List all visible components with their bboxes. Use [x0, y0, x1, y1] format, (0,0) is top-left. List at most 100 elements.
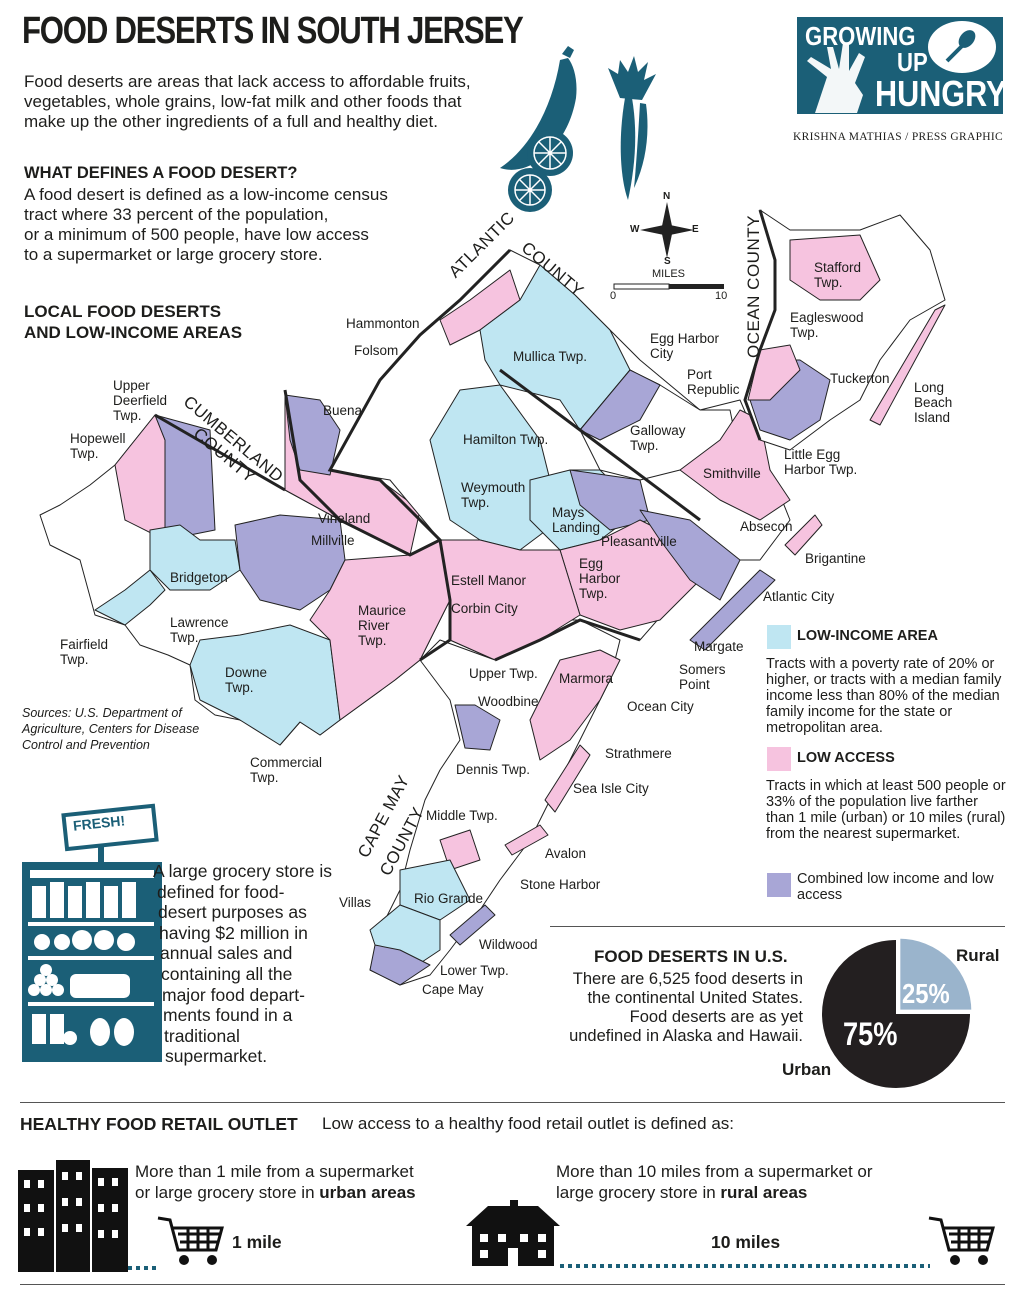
label-mays-landing: Mays Landing — [552, 505, 601, 535]
brigantine-island — [784, 514, 823, 556]
label-avalon: Avalon — [545, 846, 587, 861]
long-beach-island — [869, 304, 946, 426]
us-food-desert-pie — [822, 938, 972, 1088]
lower-twp-combined — [369, 944, 431, 986]
label-mullica: Mullica Twp. — [513, 349, 588, 364]
produce-illustration — [500, 46, 656, 212]
label-stone-harbor: Stone Harbor — [520, 877, 601, 892]
label-rio-grande: Rio Grande — [414, 891, 484, 906]
county-boundaries — [154, 209, 777, 662]
label-middle-twp: Middle Twp. — [426, 808, 498, 823]
city-buildings-icon — [18, 1160, 128, 1272]
label-cape-may: Cape May — [422, 982, 484, 997]
pie-slice-urban — [822, 940, 970, 1088]
compass-e: E — [692, 224, 699, 235]
atlantic-city-island — [689, 569, 776, 651]
galloway-combined — [579, 369, 661, 441]
label-pleasantville: Pleasantville — [601, 534, 677, 549]
definition-text: A food desert is defined as a low-income… — [24, 185, 388, 264]
carrot-icon — [620, 98, 636, 200]
sea-isle-strip — [544, 744, 591, 813]
legend-low-access-swatch — [767, 747, 791, 771]
label-long-beach: Long Beach Island — [914, 380, 953, 425]
vineland-combined — [284, 394, 341, 476]
us-title: FOOD DESERTS IN U.S. — [594, 947, 788, 966]
legend-low-income-text: Tracts with a poverty rate of 20% or hig… — [766, 656, 1002, 736]
rural-definition: More than 10 miles from a supermarket or… — [556, 1162, 873, 1202]
label-woodbine: Woodbine — [478, 694, 539, 709]
pie-urban-label: Urban — [782, 1060, 832, 1079]
label-somers-point: Somers Point — [679, 662, 726, 692]
urban-definition: More than 1 mile from a supermarket or l… — [135, 1162, 416, 1202]
downe-region — [189, 624, 341, 746]
grocery-shelf-illustration — [22, 803, 162, 1062]
label-brigantine: Brigantine — [805, 551, 866, 566]
scale-max: 10 — [715, 290, 728, 302]
label-tuckerton: Tuckerton — [830, 371, 890, 386]
label-fairfield: Fairfield Twp. — [60, 637, 109, 667]
label-strathmere: Strathmere — [605, 746, 672, 761]
label-bridgeton: Bridgeton — [170, 570, 228, 585]
us-text: There are 6,525 food deserts in the cont… — [569, 970, 803, 1045]
woodbine-region — [454, 704, 501, 751]
grocery-definition: A large grocery store is defined for foo… — [153, 861, 332, 1067]
sources-note: Sources: U.S. Department of Agriculture,… — [22, 706, 200, 752]
outlet-bottom-divider — [20, 1284, 1005, 1285]
legend-combined-text: Combined low income and low access — [797, 871, 994, 903]
scale-min: 0 — [610, 290, 617, 302]
fairfield-region — [94, 569, 166, 626]
label-vineland: Vineland — [318, 511, 371, 526]
label-villas: Villas — [339, 895, 372, 910]
us-divider — [550, 926, 1005, 927]
label-ocean-city: Ocean City — [627, 699, 694, 714]
label-hamilton: Hamilton Twp. — [463, 432, 549, 447]
label-lower-twp: Lower Twp. — [440, 963, 509, 978]
legend-low-access-text: Tracts in which at least 500 people or 3… — [766, 778, 1006, 842]
label-lawrence: Lawrence Twp. — [170, 615, 229, 645]
urban-cart-icon — [128, 1216, 224, 1270]
label-millville: Millville — [311, 533, 355, 548]
pleasantville-region — [639, 509, 741, 601]
pie-rural-label: Rural — [956, 946, 1000, 965]
label-dennis: Dennis Twp. — [456, 762, 531, 777]
urban-distance: 1 mile — [232, 1232, 282, 1252]
rural-dotted-path — [560, 1264, 930, 1268]
pie-slice-rural — [897, 938, 972, 1013]
little-egg-harbor-pink — [747, 344, 801, 401]
map-heading: LOCAL FOOD DESERTS AND LOW-INCOME AREAS — [24, 302, 243, 342]
label-egg-harbor-twp: Egg Harbor Twp. — [579, 556, 621, 601]
label-little-egg-harbor: Little Egg Harbor Twp. — [784, 447, 858, 477]
label-egg-harbor-city: Egg Harbor City — [650, 331, 720, 361]
label-port-republic: Port Republic — [687, 367, 740, 397]
outlet-top-divider — [20, 1102, 1005, 1103]
label-hammonton: Hammonton — [346, 316, 420, 331]
pie-rural-pct: 25% — [902, 978, 950, 1009]
label-upper-deerfield: Upper Deerfield Twp. — [113, 378, 168, 423]
label-galloway: Galloway Twp. — [630, 423, 686, 453]
label-sea-isle: Sea Isle City — [573, 781, 649, 796]
rural-house-icon — [466, 1200, 560, 1266]
compass-n: N — [663, 191, 671, 202]
label-maurice-river: Maurice River Twp. — [358, 603, 407, 648]
label-margate: Margate — [694, 639, 744, 654]
legend-low-access-title: LOW ACCESS — [797, 750, 895, 766]
definition-heading: WHAT DEFINES A FOOD DESERT? — [24, 164, 298, 182]
legend-low-income-swatch — [767, 625, 791, 649]
label-atlantic-city: Atlantic City — [763, 589, 835, 604]
label-stafford: Stafford Twp. — [814, 260, 862, 290]
stafford-region — [789, 234, 881, 301]
ocean-county-label: OCEAN COUNTY — [744, 215, 763, 358]
label-hopewell: Hopewell Twp. — [70, 431, 126, 461]
credit-line: KRISHNA MATHIAS / PRESS GRAPHIC — [793, 131, 1003, 143]
rural-cart-icon — [928, 1216, 995, 1265]
wildwood-strip — [449, 904, 496, 946]
compass-w: W — [630, 224, 640, 235]
label-smithville: Smithville — [703, 466, 761, 481]
pie-urban-pct: 75% — [843, 1016, 898, 1052]
label-buena: Buena — [323, 403, 363, 418]
scale-title: MILES — [652, 268, 686, 280]
marmora-region — [529, 649, 621, 761]
label-downe: Downe Twp. — [225, 665, 268, 695]
compass-s: S — [664, 256, 671, 267]
